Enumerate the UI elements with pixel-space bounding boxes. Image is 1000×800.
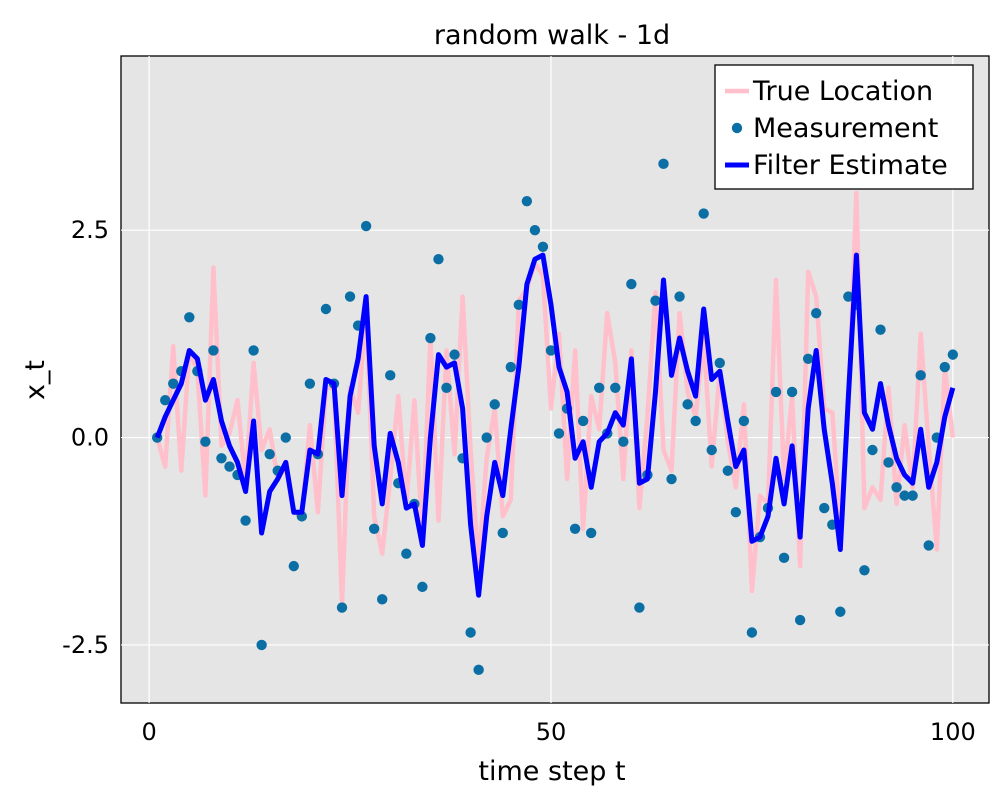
measurement-point-80 (786, 386, 798, 398)
measurement-point-44 (497, 527, 508, 539)
measurement-point-22 (320, 303, 332, 315)
measurement-point-99 (939, 361, 950, 373)
legend-label-measurement: Measurement (753, 113, 938, 144)
measurement-point-100 (947, 349, 959, 360)
measurement-point-95 (907, 490, 918, 501)
y-tick-label-0: -2.5 (62, 631, 109, 659)
measurement-point-29 (377, 594, 388, 605)
legend-label-true_location: True Location (752, 76, 933, 107)
legend-box (714, 64, 974, 190)
y-axis-label: x_t (20, 360, 51, 400)
measurement-point-89 (859, 565, 870, 576)
x-tick-label-0: 0 (141, 718, 156, 746)
measurement-point-59 (618, 436, 629, 447)
measurement-point-27 (360, 220, 372, 232)
measurement-point-82 (802, 353, 814, 364)
measurement-point-30 (385, 370, 396, 381)
measurement-point-32 (401, 548, 412, 559)
measurement-point-9 (216, 453, 227, 464)
measurement-point-64 (658, 158, 669, 170)
measurement-point-70 (706, 444, 717, 456)
measurement-point-96 (915, 370, 926, 381)
measurement-point-65 (666, 473, 677, 485)
measurement-point-12 (240, 515, 251, 526)
measurement-point-68 (690, 415, 701, 427)
measurement-point-72 (722, 465, 733, 476)
measurement-point-73 (730, 507, 742, 518)
series-layer (151, 158, 959, 676)
measurement-point-74 (738, 415, 750, 427)
measurement-point-81 (794, 614, 806, 626)
measurement-point-79 (778, 552, 790, 564)
measurement-point-45 (505, 361, 516, 373)
measurement-point-60 (626, 278, 637, 290)
measurement-point-35 (425, 332, 436, 344)
measurement-point-17 (280, 432, 291, 443)
y-tick-label-2: 2.5 (71, 216, 109, 244)
measurement-point-75 (746, 627, 758, 638)
measurement-point-43 (489, 399, 500, 410)
measurement-point-87 (843, 291, 854, 302)
chart-title: random walk - 1d (434, 20, 670, 51)
measurement-point-54 (577, 415, 589, 427)
tick-labels: 0 50 100 -2.5 0.0 2.5 (62, 216, 976, 746)
measurement-point-83 (811, 307, 822, 319)
measurement-point-5 (184, 312, 195, 323)
measurement-point-61 (634, 602, 645, 613)
measurement-point-18 (288, 560, 299, 572)
measurement-point-86 (835, 606, 846, 617)
measurement-point-78 (770, 386, 782, 398)
measurement-point-56 (594, 382, 605, 393)
measurement-point-48 (529, 224, 541, 236)
measurement-point-97 (923, 540, 934, 551)
measurement-point-7 (200, 436, 211, 447)
series-filter-estimate-line (154, 252, 956, 598)
measurement-point-24 (336, 602, 348, 613)
measurement-point-40 (465, 627, 476, 638)
x-tick-label-2: 100 (930, 718, 976, 746)
x-axis-label: time step t (478, 756, 625, 787)
measurement-point-67 (682, 399, 693, 410)
measurement-point-93 (891, 482, 902, 493)
measurement-point-46 (513, 299, 525, 311)
measurement-point-51 (553, 428, 565, 439)
measurement-point-91 (875, 324, 886, 335)
measurement-point-8 (208, 345, 219, 356)
measurement-point-28 (368, 523, 380, 535)
measurement-point-63 (650, 295, 661, 306)
measurement-point-69 (698, 208, 709, 219)
measurement-point-13 (248, 345, 259, 356)
measurement-point-55 (585, 527, 597, 539)
measurement-point-20 (304, 378, 316, 389)
measurement-point-41 (473, 664, 484, 676)
legend-swatch-measurement (731, 122, 743, 134)
measurement-point-25 (344, 291, 356, 302)
legend-label-filter_estimate: Filter Estimate (753, 150, 948, 181)
measurement-point-2 (160, 395, 171, 406)
measurement-point-49 (537, 241, 549, 252)
y-tick-label-1: 0.0 (71, 424, 109, 452)
measurement-point-10 (224, 461, 235, 472)
x-tick-label-1: 50 (536, 718, 567, 746)
measurement-point-42 (481, 432, 492, 443)
measurement-point-34 (417, 581, 428, 593)
measurement-point-50 (545, 345, 557, 356)
measurement-point-66 (674, 291, 685, 302)
measurement-point-15 (264, 448, 275, 460)
measurement-point-90 (867, 444, 878, 456)
measurement-point-36 (433, 254, 444, 265)
measurement-point-92 (883, 457, 894, 468)
measurement-point-53 (569, 523, 581, 535)
legend: True Location Measurement Filter Estimate (714, 64, 974, 190)
measurement-point-71 (714, 357, 725, 369)
measurement-point-47 (521, 195, 533, 207)
measurement-point-94 (899, 490, 910, 501)
measurement-point-3 (168, 378, 179, 389)
measurement-point-38 (449, 349, 460, 360)
measurement-point-14 (256, 639, 267, 651)
measurement-point-84 (819, 502, 830, 514)
measurement-point-37 (441, 382, 452, 393)
measurement-point-58 (610, 382, 621, 393)
